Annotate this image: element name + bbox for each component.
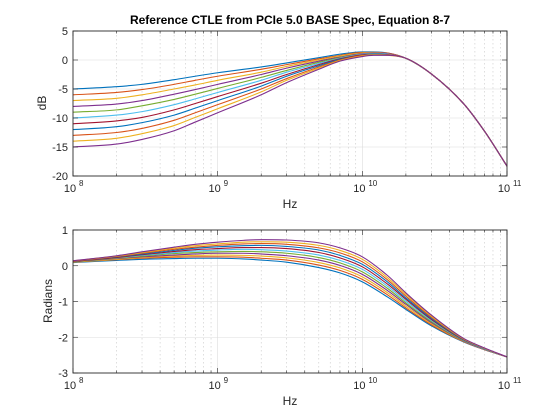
phase-plot-x-tick-exponent: 9 — [224, 376, 229, 385]
magnitude-plot-x-tick-exponent: 8 — [79, 179, 84, 188]
magnitude-plot-border — [72, 30, 508, 177]
phase-plot-series-line-6 — [72, 248, 508, 358]
phase-plot-x-tick-exponent: 11 — [513, 376, 522, 385]
magnitude-plot-curves — [72, 51, 508, 167]
magnitude-plot-x-tick-label: 10 — [64, 183, 76, 195]
magnitude-plot-y-tick-label: -5 — [58, 84, 68, 96]
magnitude-plot-ylabel: dB — [35, 96, 49, 111]
phase-plot-series-line-4 — [72, 252, 508, 358]
phase-plot-y-tick-label: -2 — [58, 332, 68, 344]
magnitude-plot-x-tick-exponent: 10 — [368, 179, 377, 188]
magnitude-plot-y-tick-label: 0 — [62, 55, 68, 67]
phase-plot-x-tick-label: 10 — [498, 380, 510, 392]
phase-plot-series-line-8 — [72, 244, 508, 358]
phase-plot-y-tick-label: 0 — [62, 261, 68, 273]
phase-plot-series-line-7 — [72, 246, 508, 358]
magnitude-plot-xlabel: Hz — [283, 197, 298, 211]
phase-plot-y-tick-label: -3 — [58, 368, 68, 380]
phase-plot-x-tick-exponent: 8 — [79, 376, 84, 385]
phase-plot-series-line-3 — [72, 254, 508, 358]
magnitude-plot-x-tick-exponent: 11 — [513, 179, 522, 188]
magnitude-plot-title: Reference CTLE from PCIe 5.0 BASE Spec, … — [130, 13, 450, 27]
phase-plot-ylabel: Radians — [41, 279, 55, 323]
phase-plot-series-line-2 — [72, 256, 508, 358]
phase-plot-x-tick-exponent: 10 — [368, 376, 377, 385]
phase-plot-series-line-11 — [72, 239, 508, 358]
magnitude-plot-y-tick-label: -20 — [52, 171, 68, 183]
phase-plot-y-tick-label: -1 — [58, 297, 68, 309]
magnitude-plot-x-tick-label: 10 — [209, 183, 221, 195]
magnitude-plot-frame — [72, 30, 508, 177]
phase-plot-y-tick-label: 1 — [62, 225, 68, 237]
phase-plot-xlabel: Hz — [283, 394, 298, 408]
magnitude-plot-series-line-11 — [72, 54, 508, 167]
magnitude-plot-x-tick-label: 10 — [498, 183, 510, 195]
phase-plot-series-line-5 — [72, 250, 508, 358]
phase-plot-x-tick-label: 10 — [64, 380, 76, 392]
magnitude-plot-x-tick-exponent: 9 — [224, 179, 229, 188]
phase-plot-x-tick-label: 10 — [209, 380, 221, 392]
phase-plot-x-tick-label: 10 — [353, 380, 365, 392]
phase-plot-series-line-9 — [72, 243, 508, 358]
phase-plot-series-line-10 — [72, 241, 508, 358]
magnitude-plot-y-tick-label: -10 — [52, 113, 68, 125]
phase-plot-series-line-1 — [72, 257, 508, 358]
magnitude-plot-y-tick-label: 5 — [62, 26, 68, 38]
magnitude-plot-y-tick-label: -15 — [52, 142, 68, 154]
phase-plot-curves — [72, 239, 508, 358]
magnitude-plot-x-tick-label: 10 — [353, 183, 365, 195]
